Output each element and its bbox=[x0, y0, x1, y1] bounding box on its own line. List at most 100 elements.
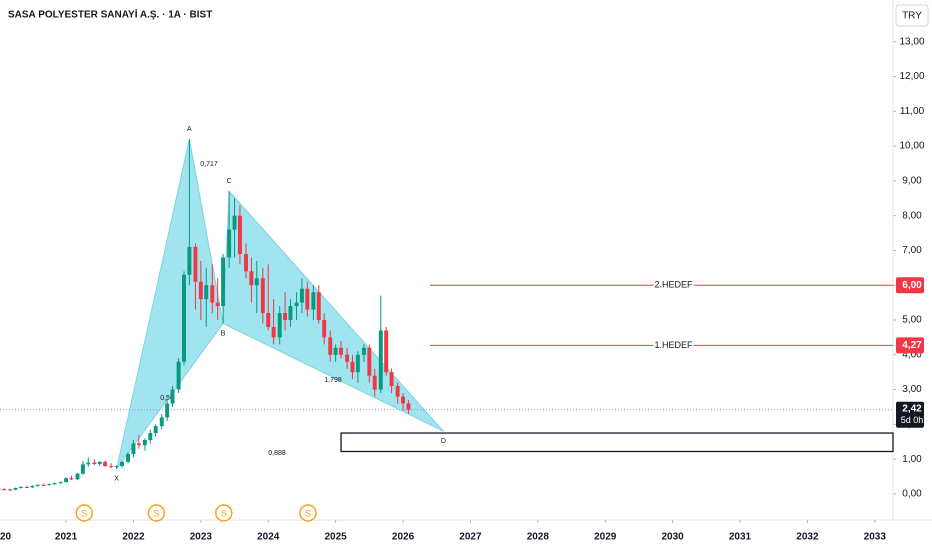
ratio-label: 0,56 bbox=[160, 395, 174, 402]
candle-body bbox=[153, 426, 158, 434]
candle-body bbox=[97, 461, 102, 464]
last-price-tag bbox=[896, 401, 924, 428]
candle-body bbox=[136, 443, 141, 446]
candle-body bbox=[316, 292, 321, 320]
pattern-point-label: X bbox=[114, 476, 119, 483]
candle-body bbox=[13, 488, 18, 490]
candle-body bbox=[244, 253, 248, 272]
candle-body bbox=[406, 403, 411, 410]
pattern-point-label: C bbox=[227, 178, 232, 185]
candle-body bbox=[64, 478, 69, 483]
candle-body bbox=[361, 347, 366, 355]
x-tick-label: 2026 bbox=[392, 532, 415, 543]
candle-body bbox=[299, 288, 304, 303]
candle-body bbox=[355, 354, 360, 373]
candle-body bbox=[204, 285, 209, 300]
candle-body bbox=[372, 375, 377, 390]
candle-body bbox=[232, 215, 237, 230]
candle-body bbox=[401, 396, 405, 404]
target-price-tag bbox=[896, 277, 924, 294]
target-price: 4,27 bbox=[902, 340, 922, 351]
dividend-marker[interactable] bbox=[215, 504, 233, 522]
y-tick-label: 3,00 bbox=[902, 384, 922, 395]
plot-layer bbox=[116, 139, 894, 470]
candle-body bbox=[182, 274, 186, 362]
candle-body bbox=[367, 347, 372, 376]
candle-body bbox=[58, 482, 63, 484]
target-label-bg bbox=[653, 339, 694, 352]
y-tick-label: 11,00 bbox=[900, 106, 925, 117]
candle-body bbox=[271, 326, 276, 338]
candle-body bbox=[294, 302, 299, 307]
candle-body bbox=[350, 361, 355, 373]
pattern-point-label: D bbox=[441, 438, 446, 445]
candle-body bbox=[75, 473, 80, 480]
y-tick-label: 13,00 bbox=[899, 36, 924, 47]
candle-body bbox=[260, 278, 265, 314]
chart-title: SASA POLYESTER SANAYİ A.Ş. · 1A · BIST bbox=[8, 8, 212, 21]
x-tick-label: 2033 bbox=[864, 532, 887, 543]
ratio-label: 0,717 bbox=[200, 161, 218, 168]
target-label-bg bbox=[653, 279, 694, 292]
x-tick-label: 2024 bbox=[257, 532, 280, 543]
candle-body bbox=[165, 403, 170, 418]
candle-body bbox=[109, 466, 114, 468]
candle-body bbox=[266, 313, 271, 327]
x-tick-label: 2022 bbox=[122, 532, 145, 543]
x-tick-label: 2028 bbox=[527, 532, 550, 543]
candle-body bbox=[221, 257, 226, 307]
candle-body bbox=[395, 386, 400, 397]
candle-body bbox=[176, 361, 181, 390]
candle-body bbox=[254, 278, 259, 286]
candle-body bbox=[198, 281, 203, 300]
candle-body bbox=[159, 417, 164, 427]
x-tick-label: 2027 bbox=[459, 532, 482, 543]
candle-body bbox=[277, 313, 282, 338]
candle-body bbox=[187, 246, 192, 275]
candle-body bbox=[237, 215, 242, 254]
last-price: 2,42 bbox=[902, 403, 922, 414]
y-tick-label: 5,00 bbox=[902, 315, 922, 326]
candle-body bbox=[92, 462, 97, 464]
currency[interactable]: TRY bbox=[902, 11, 922, 22]
x-tick-label: 2031 bbox=[729, 532, 752, 543]
candle-body bbox=[86, 462, 91, 465]
dividend-marker[interactable] bbox=[299, 504, 317, 522]
candle-body bbox=[339, 347, 343, 355]
dividend-marker[interactable] bbox=[75, 504, 93, 522]
x-tick-label: 2030 bbox=[661, 532, 684, 543]
candle-body bbox=[389, 372, 394, 387]
dividend-label: S bbox=[221, 508, 227, 518]
x-tick-label: 2021 bbox=[55, 532, 78, 543]
candle-body bbox=[328, 337, 333, 355]
candle-body bbox=[283, 313, 288, 320]
candle-body bbox=[227, 229, 232, 258]
candle-body bbox=[333, 347, 338, 355]
candle-body bbox=[148, 433, 153, 440]
candle-body bbox=[47, 484, 52, 486]
y-tick-label: 10,00 bbox=[899, 141, 924, 152]
target-label: 1.HEDEF bbox=[654, 340, 693, 350]
target-label: 2.HEDEF bbox=[654, 280, 693, 290]
candle-body bbox=[215, 302, 220, 307]
target-price-tag bbox=[896, 337, 924, 354]
x-tick-label: 2023 bbox=[190, 532, 213, 543]
candle-body bbox=[30, 485, 35, 488]
candle-body bbox=[305, 288, 310, 310]
candle-body bbox=[8, 489, 13, 491]
harmonic-pattern bbox=[116, 139, 224, 470]
candle-body bbox=[0, 488, 1, 490]
currency-box[interactable] bbox=[895, 4, 929, 27]
dividend-marker[interactable] bbox=[147, 504, 166, 522]
y-tick-label: 12,00 bbox=[899, 71, 924, 82]
ratio-label: 1,798 bbox=[324, 377, 342, 384]
candle-body bbox=[170, 389, 175, 404]
y-tick-label: 9,00 bbox=[902, 176, 922, 187]
candle-body bbox=[114, 466, 119, 468]
target-price: 6,00 bbox=[902, 280, 922, 291]
candle-body bbox=[249, 271, 254, 286]
candle-body bbox=[2, 489, 7, 491]
candle-body bbox=[52, 483, 57, 485]
